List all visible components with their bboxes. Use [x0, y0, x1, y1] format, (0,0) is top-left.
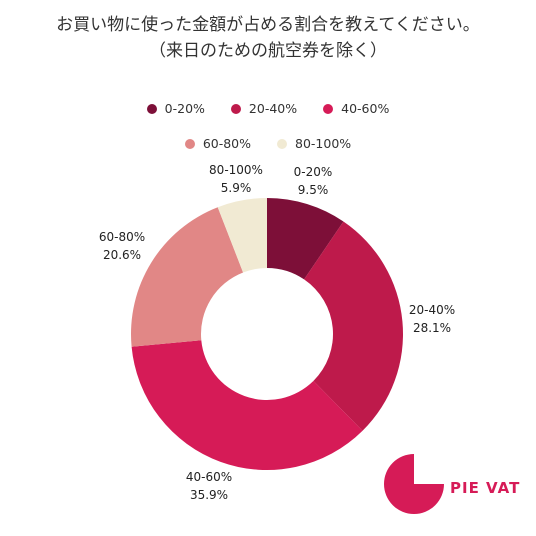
slice-value-label-60-80%: 20.6% [103, 248, 141, 262]
slice-60-80% [131, 207, 244, 347]
slice-category-label-20-40%: 20-40% [409, 303, 455, 317]
slice-40-60% [131, 340, 363, 470]
pie-logo-icon [384, 454, 444, 514]
legend-label-0-20: 0-20% [164, 101, 205, 116]
slice-20-40% [304, 221, 403, 431]
slice-category-label-60-80%: 60-80% [99, 230, 145, 244]
legend-label-60-80: 60-80% [202, 136, 252, 151]
legend-item-60-80: 60-80% [184, 136, 252, 151]
slice-category-label-80-100%: 80-100% [209, 163, 263, 177]
legend-swatch-40-60 [323, 103, 334, 114]
legend-label-80-100: 80-100% [295, 136, 352, 151]
slice-0-20% [267, 198, 344, 280]
legend-item-40-60: 40-60% [323, 101, 389, 116]
slice-value-label-0-20%: 9.5% [298, 183, 329, 197]
slice-category-label-40-60%: 40-60% [186, 470, 232, 484]
legend-row-1: 0-20% 20-40% 40-60% [0, 101, 536, 116]
legend-label-20-40: 20-40% [248, 101, 298, 116]
legend-item-80-100: 80-100% [277, 136, 351, 151]
slice-value-label-80-100%: 5.9% [221, 181, 252, 195]
legend-swatch-0-20 [146, 103, 157, 114]
slice-value-label-20-40%: 28.1% [413, 321, 451, 335]
brand-name: PIE VAT [450, 479, 521, 497]
legend-swatch-20-40 [230, 103, 241, 114]
legend-item-20-40: 20-40% [230, 101, 298, 116]
title-line-1: お買い物に使った金額が占める割合を教えてください。 [56, 15, 480, 35]
slice-category-label-0-20%: 0-20% [294, 165, 333, 179]
chart-title: お買い物に使った金額が占める割合を教えてください。 （来日のための航空券を除く） [0, 12, 536, 64]
legend-item-0-20: 0-20% [146, 101, 205, 116]
legend-label-40-60: 40-60% [341, 101, 390, 116]
legend-swatch-60-80 [184, 138, 195, 149]
legend-row-2: 60-80% 80-100% [0, 136, 536, 151]
slice-80-100% [217, 198, 267, 273]
slice-value-label-40-60%: 35.9% [190, 488, 228, 502]
title-line-2: （来日のための航空券を除く） [149, 41, 387, 61]
brand-logo: PIE VAT [382, 452, 522, 516]
legend-swatch-80-100 [277, 138, 288, 149]
